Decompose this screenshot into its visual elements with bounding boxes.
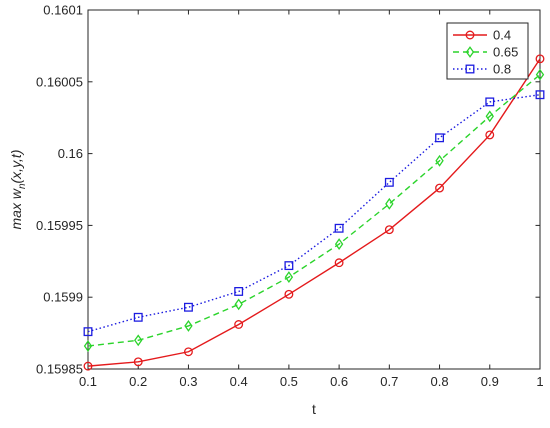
legend-marker xyxy=(465,46,475,58)
data-point xyxy=(284,271,294,284)
y-axis-ticks: 0.15985 0.1599 0.15995 0.16 0.16005 0.1601 xyxy=(36,3,540,377)
x-tick-label: 0.7 xyxy=(380,374,398,389)
data-point xyxy=(284,289,294,299)
y-axis-label-subscript: n xyxy=(17,183,28,189)
x-axis-ticks: 0.1 0.2 0.3 0.4 0.5 0.6 0.7 0.8 0.9 1 xyxy=(79,10,544,389)
legend-marker xyxy=(465,64,475,74)
x-tick-label: 0.9 xyxy=(481,374,499,389)
x-tick-label: 0.8 xyxy=(431,374,449,389)
data-point xyxy=(535,90,545,100)
series-0.65 xyxy=(83,68,545,352)
x-tick-label: 0.3 xyxy=(179,374,197,389)
legend-items: 0.4 0.65 0.8 xyxy=(453,28,518,77)
y-axis-label-suffix: (x,y,t) xyxy=(8,150,24,184)
legend-label: 0.65 xyxy=(493,45,518,60)
data-point xyxy=(83,340,93,352)
data-point xyxy=(334,223,344,233)
x-tick-label: 0.5 xyxy=(280,374,298,389)
data-point xyxy=(134,334,143,347)
legend-box xyxy=(446,22,529,80)
data-point xyxy=(535,68,545,81)
data-point xyxy=(234,298,243,311)
legend-item: 0.8 xyxy=(453,62,511,77)
y-axis-label-prefix: max w xyxy=(8,188,24,229)
data-point xyxy=(435,183,445,193)
x-tick-label: 0.4 xyxy=(230,374,248,389)
y-tick-label: 0.1601 xyxy=(43,3,83,18)
series-0.8 xyxy=(83,90,545,337)
data-point xyxy=(485,130,495,140)
y-tick-label: 0.1599 xyxy=(43,290,83,305)
legend-marker xyxy=(465,30,475,40)
data-point xyxy=(384,177,394,187)
data-point xyxy=(183,302,193,312)
series-0.4 xyxy=(83,54,545,371)
data-point xyxy=(385,197,394,210)
y-tick-label: 0.16005 xyxy=(36,74,83,89)
legend-item: 0.65 xyxy=(453,45,518,60)
data-point xyxy=(485,110,494,123)
data-point xyxy=(133,357,143,367)
x-tick-label: 0.6 xyxy=(330,374,348,389)
legend: 0.4 0.65 0.8 xyxy=(446,22,529,80)
series-line xyxy=(87,58,541,367)
data-point xyxy=(83,361,93,371)
legend-label: 0.4 xyxy=(493,28,511,43)
y-axis-label: max wn(x,y,t) xyxy=(8,150,28,230)
x-axis-label: t xyxy=(312,401,316,417)
data-point xyxy=(435,133,445,143)
data-point xyxy=(334,258,344,268)
data-point xyxy=(234,287,244,296)
data-point xyxy=(184,319,193,332)
y-tick-label: 0.16 xyxy=(58,146,83,161)
data-point xyxy=(284,261,294,271)
data-point xyxy=(485,97,495,107)
legend-label: 0.8 xyxy=(493,62,511,77)
data-point xyxy=(133,312,143,322)
y-tick-label: 0.15995 xyxy=(36,218,83,233)
legend-item: 0.4 xyxy=(453,28,511,43)
data-point xyxy=(384,225,394,235)
data-point xyxy=(83,327,93,337)
x-tick-label: 0.1 xyxy=(79,374,97,389)
data-point xyxy=(234,320,244,329)
y-tick-label: 0.15985 xyxy=(36,362,83,377)
series-line xyxy=(87,94,541,333)
x-tick-label: 1 xyxy=(536,374,543,389)
data-point xyxy=(334,238,344,250)
data-point xyxy=(435,154,444,167)
x-tick-label: 0.2 xyxy=(129,374,147,389)
data-point xyxy=(535,54,545,64)
series-line xyxy=(87,74,541,347)
data-point xyxy=(183,347,193,357)
data-series xyxy=(83,54,545,371)
